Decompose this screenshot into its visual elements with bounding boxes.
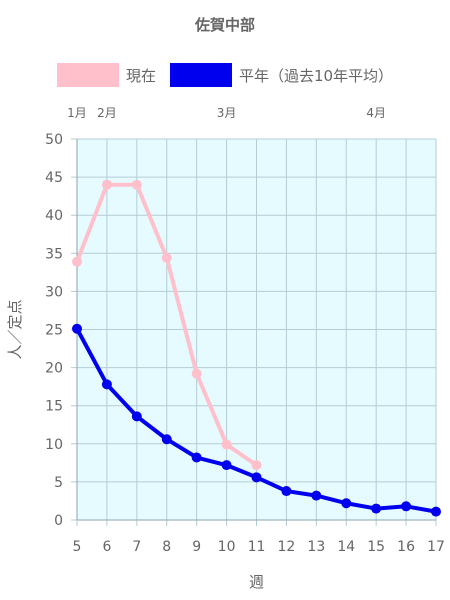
legend-swatch-current [56,63,119,87]
y-tick-label: 40 [45,208,63,224]
x-axis-title: 週 [249,573,264,591]
data-point-1 [131,411,142,422]
data-point-1 [311,490,322,501]
data-point-1 [221,460,232,471]
legend-swatch-normal-year [169,63,232,87]
legend: 現在 平年（過去10年平均） [0,62,450,88]
y-tick-label: 5 [54,475,63,491]
legend-label-current: 現在 [125,66,156,85]
data-point-1 [281,486,292,497]
y-tick-label: 45 [45,170,63,186]
data-point-1 [401,501,412,512]
data-point-1 [371,503,382,514]
data-point-1 [251,472,262,483]
x-tick-label: 5 [73,539,82,555]
y-tick-label: 0 [54,513,63,529]
y-tick-label: 10 [45,437,63,453]
data-point-1 [72,323,82,334]
data-point-0 [161,252,172,263]
month-label: 2月 [97,106,117,120]
x-tick-label: 17 [427,539,445,555]
data-point-0 [131,179,142,190]
x-tick-label: 11 [248,539,266,555]
data-point-0 [101,179,112,190]
chart-title: 佐賀中部 [194,16,255,34]
x-tick-label: 16 [397,539,415,555]
x-tick-label: 7 [132,539,141,555]
data-point-0 [251,460,262,471]
y-tick-label: 35 [45,246,63,262]
data-point-1 [161,434,172,445]
x-tick-label: 9 [192,539,201,555]
x-tick-label: 13 [307,539,325,555]
data-point-1 [431,506,441,517]
month-label: 3月 [217,106,237,120]
y-axis-title: 人／定点 [6,299,24,359]
y-tick-label: 50 [45,132,63,148]
month-label: 4月 [366,106,386,120]
x-tick-label: 6 [102,539,111,555]
y-tick-label: 25 [45,323,63,339]
data-point-1 [191,452,202,463]
month-label: 1月 [67,106,87,120]
data-point-1 [341,498,352,509]
legend-item-current[interactable]: 現在 [56,63,156,87]
x-tick-label: 14 [337,539,355,555]
data-point-0 [221,439,232,450]
y-tick-label: 30 [45,284,63,300]
data-point-1 [101,379,112,390]
x-tick-label: 10 [218,539,236,555]
legend-label-normal-year: 平年（過去10年平均） [238,66,394,85]
x-tick-label: 15 [367,539,385,555]
x-tick-label: 12 [278,539,296,555]
y-tick-label: 20 [45,361,63,377]
data-point-0 [72,256,82,267]
x-tick-label: 8 [162,539,171,555]
legend-item-normal-year[interactable]: 平年（過去10年平均） [169,63,394,87]
data-point-0 [191,368,202,379]
y-tick-label: 15 [45,399,63,415]
